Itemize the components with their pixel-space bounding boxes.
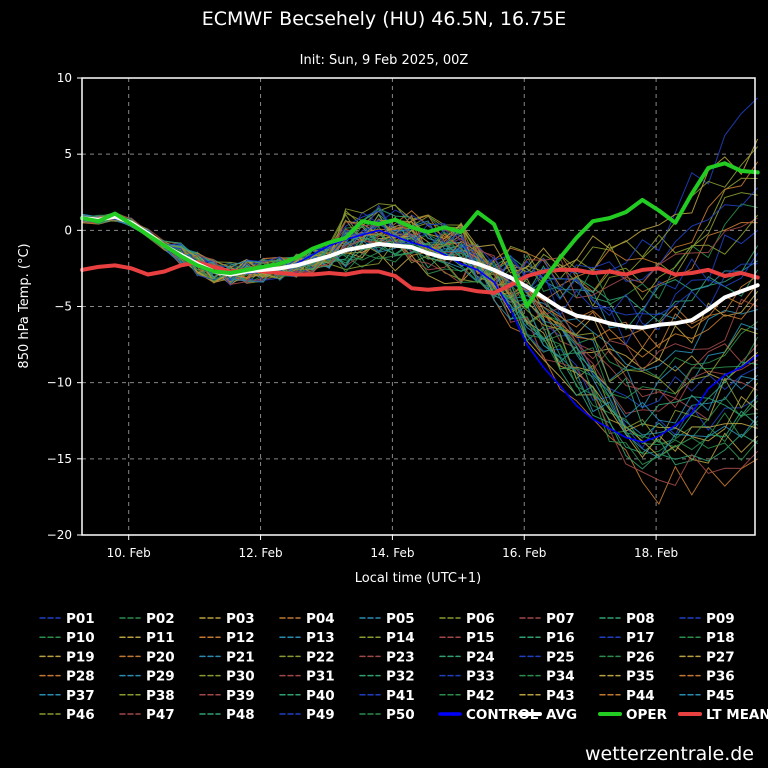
grid — [82, 78, 755, 535]
legend-label-p06: P06 — [466, 611, 495, 627]
legend-label-p44: P44 — [626, 688, 655, 704]
member-line-p46 — [81, 213, 758, 395]
legend-label-p15: P15 — [466, 630, 495, 646]
legend-label-p47: P47 — [146, 707, 175, 723]
legend: P01 P02 P03 P04 P05 P06 P07 P08 P09 P10 P11 P12 P13 P… — [39, 611, 768, 723]
y-tick-label: 10 — [57, 71, 72, 85]
y-tick-label: −10 — [47, 376, 72, 390]
member-line-p19 — [81, 217, 759, 464]
legend-label-p21: P21 — [226, 649, 255, 665]
x-tick-label: 10. Feb — [107, 546, 151, 560]
legend-label-p04: P04 — [306, 611, 335, 627]
legend-label-p16: P16 — [546, 630, 575, 646]
legend-label-p30: P30 — [226, 669, 255, 685]
legend-label-p13: P13 — [306, 630, 335, 646]
legend-label-p29: P29 — [146, 669, 175, 685]
chart-subtitle: Init: Sun, 9 Feb 2025, 00Z — [300, 53, 469, 68]
legend-label-p17: P17 — [626, 630, 655, 646]
legend-label-p45: P45 — [706, 688, 735, 704]
legend-label-p20: P20 — [146, 649, 175, 665]
legend-label-p48: P48 — [226, 707, 255, 723]
x-tick-label: 12. Feb — [238, 546, 282, 560]
legend-label-p18: P18 — [706, 630, 735, 646]
legend-label-p28: P28 — [66, 669, 95, 685]
legend-label-p19: P19 — [66, 649, 95, 665]
legend-label-p50: P50 — [386, 707, 415, 723]
legend-label-p12: P12 — [226, 630, 255, 646]
legend-label-p05: P05 — [386, 611, 415, 627]
legend-label-p11: P11 — [146, 630, 175, 646]
oper-line — [80, 161, 760, 309]
credit: wetterzentrale.de — [585, 743, 754, 765]
legend-label-p03: P03 — [226, 611, 255, 627]
x-tick-label: 18. Feb — [634, 546, 678, 560]
x-ticks: 10. Feb 12. Feb 14. Feb 16. Feb 18. Feb — [107, 535, 678, 560]
legend-label-p36: P36 — [706, 669, 735, 685]
legend-label-control: CONTROL — [466, 707, 539, 723]
y-tick-label: 0 — [64, 223, 72, 237]
legend-label-p02: P02 — [146, 611, 175, 627]
chart-title: ECMWF Becsehely (HU) 46.5N, 16.75E — [202, 8, 567, 30]
member-line-p49 — [81, 212, 758, 346]
legend-label-p33: P33 — [466, 669, 495, 685]
legend-label-p49: P49 — [306, 707, 335, 723]
x-tick-label: 16. Feb — [502, 546, 546, 560]
legend-label-lt-mean-1991-2020: LT MEAN 1991-2020 — [706, 707, 768, 723]
y-ticks: 10 5 0 −5 −10 −15 −20 — [47, 71, 82, 542]
legend-label-p25: P25 — [546, 649, 575, 665]
legend-label-oper: OPER — [626, 707, 668, 723]
legend-label-p31: P31 — [306, 669, 335, 685]
legend-label-p40: P40 — [306, 688, 335, 704]
legend-label-p23: P23 — [386, 649, 415, 665]
member-line-p48 — [81, 213, 759, 439]
y-tick-label: 5 — [64, 147, 72, 161]
x-tick-label: 14. Feb — [370, 546, 414, 560]
legend-label-p10: P10 — [66, 630, 95, 646]
legend-label-p34: P34 — [546, 669, 575, 685]
legend-label-p46: P46 — [66, 707, 95, 723]
member-line-p47 — [81, 216, 758, 299]
legend-label-p08: P08 — [626, 611, 655, 627]
legend-label-avg: AVG — [546, 707, 577, 723]
legend-label-p09: P09 — [706, 611, 735, 627]
legend-label-p38: P38 — [146, 688, 175, 704]
y-tick-label: −15 — [47, 452, 72, 466]
legend-label-p22: P22 — [306, 649, 335, 665]
legend-label-p01: P01 — [66, 611, 95, 627]
member-line-p33 — [81, 187, 759, 291]
legend-label-p42: P42 — [466, 688, 495, 704]
legend-label-p26: P26 — [626, 649, 655, 665]
legend-label-p14: P14 — [386, 630, 415, 646]
x-axis-label: Local time (UTC+1) — [355, 571, 481, 586]
legend-label-p32: P32 — [386, 669, 415, 685]
y-tick-label: −20 — [47, 528, 72, 542]
legend-label-p27: P27 — [706, 649, 735, 665]
y-tick-label: −5 — [54, 300, 72, 314]
legend-label-p24: P24 — [466, 649, 495, 665]
legend-label-p37: P37 — [66, 688, 95, 704]
legend-label-p35: P35 — [626, 669, 655, 685]
legend-label-p07: P07 — [546, 611, 575, 627]
legend-label-p39: P39 — [226, 688, 255, 704]
legend-label-p41: P41 — [386, 688, 415, 704]
legend-label-p43: P43 — [546, 688, 575, 704]
y-axis-label: 850 hPa Temp. (°C) — [17, 243, 32, 368]
main-series — [80, 161, 760, 443]
